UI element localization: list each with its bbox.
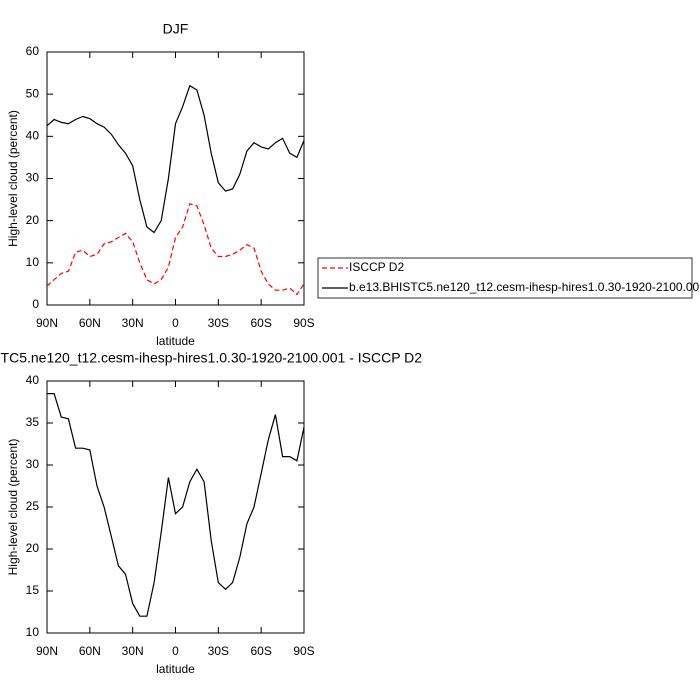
legend-label: b.e13.BHISTC5.ne120_t12.cesm-ihesp-hires…	[349, 280, 700, 294]
plot-frame	[46, 51, 305, 306]
x-tick-label: 60S	[250, 316, 271, 330]
x-tick-label: 90N	[36, 316, 58, 330]
y-tick-label: 30	[26, 171, 40, 185]
x-tick-label: 30N	[122, 644, 144, 658]
data-line	[46, 84, 305, 234]
y-tick-label: 10	[26, 625, 40, 639]
y-axis-label: High-level cloud (percent)	[6, 439, 20, 576]
y-tick-label: 60	[26, 44, 40, 58]
y-tick-label: 20	[26, 541, 40, 555]
y-tick-label: 40	[26, 373, 40, 387]
x-tick-label: 60N	[79, 644, 101, 658]
legend-label: ISCCP D2	[349, 260, 404, 274]
chart-title: b.e13.BHISTC5.ne120_t12.cesm-ihesp-hires…	[0, 350, 422, 366]
x-tick-label: 60S	[250, 644, 271, 658]
x-tick-label: 90S	[293, 644, 314, 658]
x-tick-label: 0	[172, 316, 179, 330]
y-tick-label: 50	[26, 86, 40, 100]
x-tick-label: 30N	[122, 316, 144, 330]
x-tick-label: 0	[172, 644, 179, 658]
y-tick-label: 40	[26, 129, 40, 143]
x-tick-label: 90N	[36, 644, 58, 658]
y-tick-label: 0	[32, 297, 39, 311]
x-axis-label: latitude	[156, 662, 195, 676]
y-tick-label: 35	[26, 415, 40, 429]
y-tick-label: 30	[26, 457, 40, 471]
y-axis-label: High-level cloud (percent)	[6, 110, 20, 247]
plot-frame	[46, 380, 305, 634]
y-tick-label: 15	[26, 583, 40, 597]
y-tick-label: 25	[26, 499, 40, 513]
y-tick-label: 20	[26, 213, 40, 227]
legend-box	[317, 257, 693, 299]
x-axis-label: latitude	[156, 334, 195, 348]
chart-title: DJF	[163, 21, 189, 37]
y-tick-label: 10	[26, 255, 40, 269]
x-tick-label: 60N	[79, 316, 101, 330]
data-line	[47, 393, 305, 617]
data-line	[46, 203, 305, 296]
x-tick-label: 30S	[208, 644, 229, 658]
x-tick-label: 90S	[293, 316, 314, 330]
x-tick-label: 30S	[208, 316, 229, 330]
